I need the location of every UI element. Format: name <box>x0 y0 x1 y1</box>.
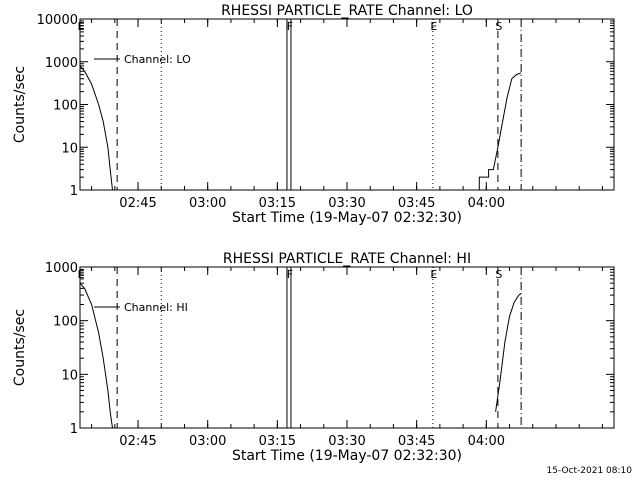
data-series-line <box>79 282 113 429</box>
event-marker-label: S <box>495 20 502 33</box>
chart-title: RHESSI PARTICLE_RATE Channel: HI <box>223 251 471 267</box>
event-marker-label: E <box>78 268 85 281</box>
x-tick-label: 03:00 <box>189 196 226 211</box>
event-marker-label: F <box>287 20 293 33</box>
x-tick-label: 04:00 <box>468 196 505 211</box>
event-marker-label: E <box>78 20 85 33</box>
event-marker-label: E <box>430 268 437 281</box>
y-tick-label: 10000 <box>37 13 78 28</box>
x-tick-label: 02:45 <box>119 196 156 211</box>
x-tick-label: 03:00 <box>189 434 226 449</box>
y-tick-label: 10 <box>61 141 78 156</box>
data-series-line <box>495 293 522 412</box>
chart-panel-1: RHESSI PARTICLE_RATE Channel: LO 1 10 100 10… <box>12 3 615 226</box>
y-tick-label: 1000 <box>45 261 78 276</box>
event-marker-label: F <box>287 268 293 281</box>
y-tick-label: 10 <box>61 368 78 383</box>
plot-frame <box>79 266 615 429</box>
y-axis-label: Counts/sec <box>12 309 28 386</box>
legend-label: Channel: LO <box>124 53 191 66</box>
legend-label: Channel: HI <box>124 301 188 314</box>
data-series-line <box>79 65 113 191</box>
y-tick-label: 100 <box>53 315 78 330</box>
event-marker-label: E <box>430 20 437 33</box>
y-tick-label: 1 <box>70 422 78 437</box>
x-tick-label: 04:00 <box>468 434 505 449</box>
plot-frame <box>79 18 615 191</box>
x-tick-label: 02:45 <box>119 434 156 449</box>
y-tick-label: 1000 <box>45 56 78 71</box>
x-axis-label: Start Time (19-May-07 02:32:30) <box>232 210 462 226</box>
chart-panel-2: RHESSI PARTICLE_RATE Channel: HI 1 10 100 10… <box>12 251 615 464</box>
x-axis-label: Start Time (19-May-07 02:32:30) <box>232 448 462 464</box>
generation-timestamp: 15-Oct-2021 08:10 <box>546 466 632 476</box>
x-tick-label: 03:45 <box>398 434 435 449</box>
y-tick-label: 1 <box>70 184 78 199</box>
x-tick-label: 03:30 <box>328 196 365 211</box>
event-marker-label: S <box>495 268 502 281</box>
data-series-line <box>478 72 522 190</box>
chart-title: RHESSI PARTICLE_RATE Channel: LO <box>221 3 473 19</box>
y-axis-label: Counts/sec <box>12 66 28 143</box>
x-tick-label: 03:30 <box>328 434 365 449</box>
y-tick-label: 100 <box>53 99 78 114</box>
x-tick-label: 03:45 <box>398 196 435 211</box>
x-tick-label: 03:15 <box>259 196 296 211</box>
x-tick-label: 03:15 <box>259 434 296 449</box>
